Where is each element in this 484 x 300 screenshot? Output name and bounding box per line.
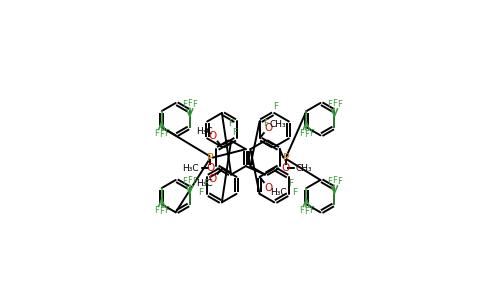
Text: F: F [332,99,337,108]
Text: F: F [164,130,169,139]
Text: F: F [228,118,233,127]
Text: H₃C: H₃C [270,188,287,197]
Text: F: F [198,188,204,197]
Text: O: O [206,164,214,173]
Text: F: F [192,100,197,109]
Text: F: F [192,177,197,186]
Text: F: F [187,99,192,108]
Text: O: O [265,123,273,133]
Text: F: F [309,130,314,139]
Text: F: F [304,130,309,140]
Text: O: O [209,174,217,184]
Text: F: F [299,130,304,139]
Text: F: F [263,118,268,127]
Text: P: P [282,153,289,163]
Text: F: F [182,177,187,186]
Text: O: O [265,183,273,193]
Text: H₃C: H₃C [197,127,213,136]
Text: F: F [327,177,332,186]
Text: F: F [337,100,342,109]
Text: F: F [159,130,164,140]
Text: F: F [288,178,293,188]
Text: F: F [203,178,208,188]
Text: F: F [187,176,192,185]
Text: F: F [154,130,159,139]
Text: F: F [182,100,187,109]
Text: H₃C: H₃C [182,164,198,173]
Text: CH₃: CH₃ [296,164,313,173]
Text: F: F [232,128,238,137]
Text: F: F [332,176,337,185]
Text: O: O [282,164,290,173]
Text: F: F [164,206,169,215]
Text: O: O [209,131,217,141]
Text: P: P [207,153,214,163]
Text: F: F [327,100,332,109]
Text: F: F [309,206,314,215]
Text: F: F [273,102,278,111]
Text: F: F [159,207,164,216]
Text: CH₃: CH₃ [270,120,287,129]
Text: H₃C: H₃C [197,179,213,188]
Text: F: F [337,177,342,186]
Text: F: F [299,206,304,215]
Text: F: F [304,207,309,216]
Text: F: F [154,206,159,215]
Text: F: F [292,188,298,197]
